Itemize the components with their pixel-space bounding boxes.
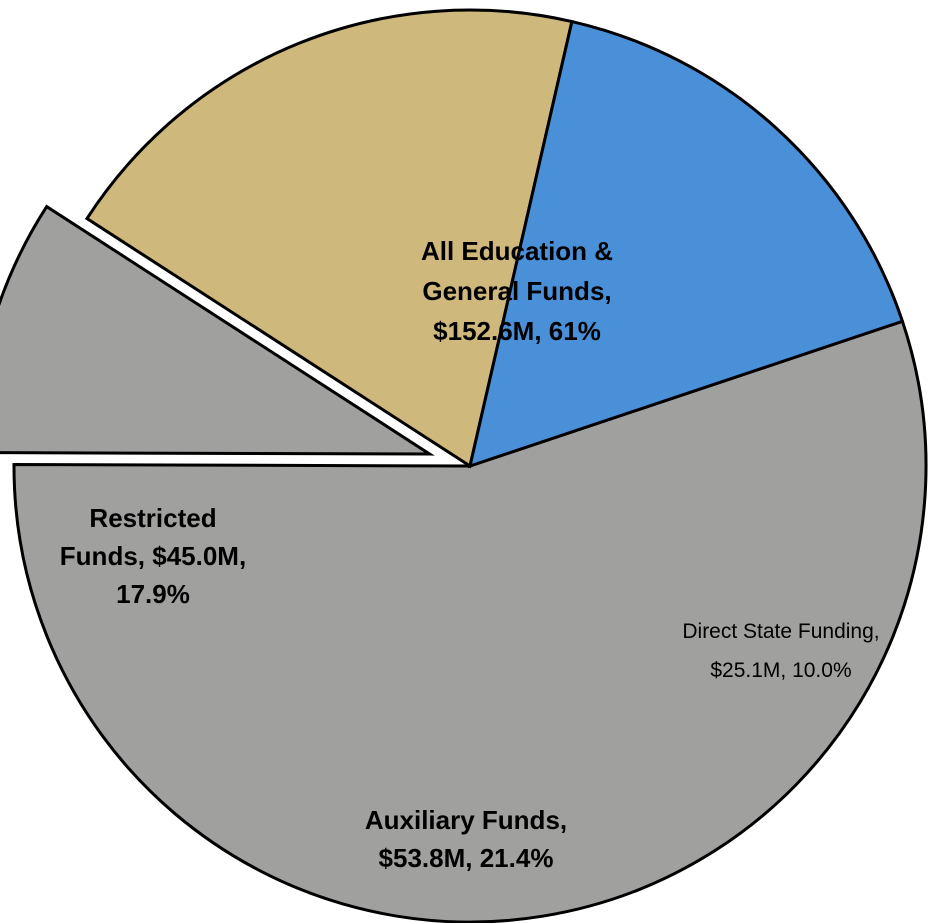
slice-label-line: $152.6M, 61% [433, 316, 601, 346]
slice-label-auxiliary-funds: Auxiliary Funds, $53.8M, 21.4% [365, 805, 567, 873]
slice-label-line: Funds, $45.0M, [60, 541, 246, 571]
slice-label-line: $53.8M, 21.4% [379, 843, 554, 873]
pie-slices [0, 8, 928, 923]
slice-label-line: $25.1M, 10.0% [710, 659, 851, 682]
pie-slice-auxiliary-funds [84, 8, 574, 469]
slice-label-line: General Funds, [422, 276, 611, 306]
pie-labels: All Education & General Funds, $152.6M, 61… [60, 236, 880, 873]
slice-label-line: All Education & [421, 236, 613, 266]
pie-slice-all-education-general-funds [12, 319, 928, 923]
slice-label-direct-state-funding: Direct State Funding, $25.1M, 10.0% [682, 620, 879, 682]
slice-label-line: Direct State Funding, [682, 620, 879, 643]
pie-slice-direct-state-funding [0, 204, 435, 456]
slice-label-all-education-general-funds: All Education & General Funds, $152.6M, 61… [421, 236, 613, 346]
slice-label-line: Restricted [89, 503, 216, 533]
slice-label-line: 17.9% [116, 579, 190, 609]
slice-label-restricted-funds: Restricted Funds, $45.0M, 17.9% [60, 503, 246, 609]
slice-label-line: Auxiliary Funds, [365, 805, 567, 835]
pie-slice-restricted-funds [467, 19, 905, 469]
